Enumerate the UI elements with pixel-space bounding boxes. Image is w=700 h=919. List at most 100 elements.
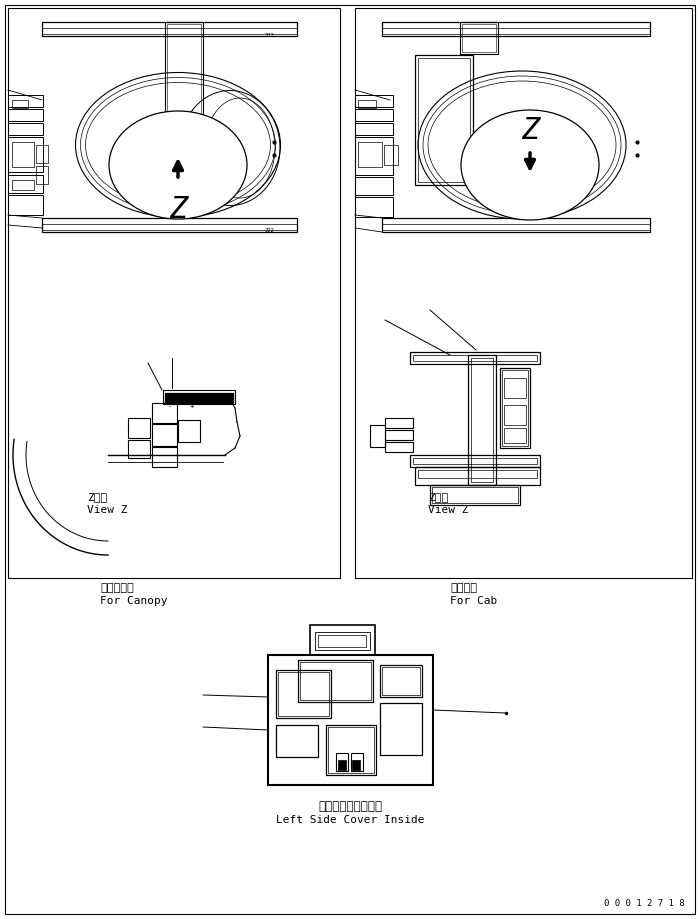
Bar bbox=[380, 703, 422, 755]
Bar bbox=[413, 355, 537, 361]
Bar bbox=[165, 22, 203, 144]
Bar bbox=[410, 352, 540, 364]
Bar bbox=[12, 142, 34, 167]
Bar bbox=[315, 632, 370, 650]
Text: 222: 222 bbox=[265, 228, 274, 233]
Bar bbox=[380, 665, 422, 697]
Bar bbox=[8, 123, 43, 135]
Bar bbox=[8, 8, 340, 578]
Bar bbox=[183, 399, 191, 404]
Text: Left Side Cover Inside: Left Side Cover Inside bbox=[276, 815, 424, 825]
Bar bbox=[410, 455, 540, 467]
Bar bbox=[8, 95, 43, 107]
Text: Z　視: Z 視 bbox=[87, 492, 107, 502]
Text: Z: Z bbox=[169, 195, 187, 224]
Bar bbox=[385, 418, 413, 428]
Bar bbox=[370, 425, 385, 447]
Bar bbox=[355, 8, 692, 578]
Bar bbox=[42, 218, 297, 232]
Bar bbox=[268, 655, 433, 785]
Bar bbox=[326, 725, 376, 775]
Bar bbox=[352, 760, 360, 770]
Bar bbox=[502, 370, 528, 446]
Bar bbox=[276, 670, 331, 718]
Bar bbox=[355, 109, 393, 121]
Bar bbox=[351, 753, 363, 771]
Bar bbox=[42, 22, 297, 36]
Bar bbox=[180, 393, 198, 401]
Text: Z: Z bbox=[521, 116, 539, 145]
Bar bbox=[430, 485, 520, 505]
Bar bbox=[504, 405, 526, 425]
Bar bbox=[8, 109, 43, 121]
Bar bbox=[384, 145, 398, 165]
Bar bbox=[152, 403, 177, 423]
Text: 左サイドカバー内側: 左サイドカバー内側 bbox=[318, 800, 382, 813]
Bar bbox=[385, 442, 413, 452]
Bar bbox=[355, 123, 393, 135]
Bar bbox=[385, 430, 413, 440]
Bar bbox=[12, 100, 28, 108]
Bar bbox=[355, 177, 393, 195]
Text: View Z: View Z bbox=[87, 505, 127, 515]
Bar bbox=[36, 166, 48, 184]
Bar bbox=[310, 625, 375, 655]
Ellipse shape bbox=[461, 110, 599, 220]
Bar bbox=[418, 470, 537, 478]
Text: For Cab: For Cab bbox=[450, 596, 497, 606]
Bar bbox=[355, 137, 393, 175]
Ellipse shape bbox=[109, 111, 247, 219]
Bar bbox=[415, 467, 540, 485]
Bar bbox=[152, 447, 177, 467]
Bar bbox=[432, 487, 518, 503]
Bar bbox=[8, 195, 43, 215]
Bar bbox=[278, 672, 329, 716]
Text: キャノピ用: キャノピ用 bbox=[100, 583, 134, 593]
Bar bbox=[128, 440, 150, 458]
Bar bbox=[382, 224, 650, 230]
Bar bbox=[8, 90, 68, 200]
Text: 333: 333 bbox=[265, 33, 274, 38]
Bar bbox=[471, 358, 493, 482]
Bar bbox=[462, 24, 496, 52]
Bar bbox=[468, 355, 496, 485]
Text: 0 0 0 1 2 7 1 8: 0 0 0 1 2 7 1 8 bbox=[604, 899, 685, 908]
Bar bbox=[12, 180, 34, 190]
Text: キャブ用: キャブ用 bbox=[450, 583, 477, 593]
Bar bbox=[338, 760, 346, 770]
Bar bbox=[167, 24, 201, 142]
Bar bbox=[336, 753, 348, 771]
Bar bbox=[300, 662, 371, 700]
Bar bbox=[328, 727, 374, 773]
Bar bbox=[42, 224, 297, 230]
Text: +: + bbox=[190, 403, 194, 409]
Bar bbox=[382, 218, 650, 232]
Bar bbox=[504, 428, 526, 443]
Bar bbox=[318, 635, 366, 647]
Bar bbox=[276, 725, 318, 757]
Bar bbox=[500, 368, 530, 448]
Text: -: - bbox=[168, 403, 172, 409]
Bar bbox=[152, 424, 177, 446]
Bar bbox=[382, 667, 420, 695]
Bar bbox=[163, 390, 235, 404]
Bar bbox=[165, 393, 233, 403]
Text: View Z: View Z bbox=[428, 505, 468, 515]
Bar bbox=[36, 145, 48, 163]
Bar bbox=[128, 418, 150, 438]
Bar bbox=[358, 142, 382, 167]
Bar bbox=[382, 22, 650, 36]
Bar bbox=[298, 660, 373, 702]
Bar bbox=[42, 28, 297, 34]
Bar bbox=[355, 95, 393, 107]
Bar bbox=[8, 175, 43, 193]
Bar bbox=[413, 458, 537, 464]
Bar bbox=[504, 378, 526, 398]
Text: Z　視: Z 視 bbox=[428, 492, 448, 502]
Bar bbox=[418, 58, 470, 182]
Bar bbox=[355, 90, 417, 235]
Text: For Canopy: For Canopy bbox=[100, 596, 167, 606]
Bar bbox=[415, 55, 473, 185]
Bar bbox=[178, 420, 200, 442]
Bar bbox=[8, 137, 43, 172]
